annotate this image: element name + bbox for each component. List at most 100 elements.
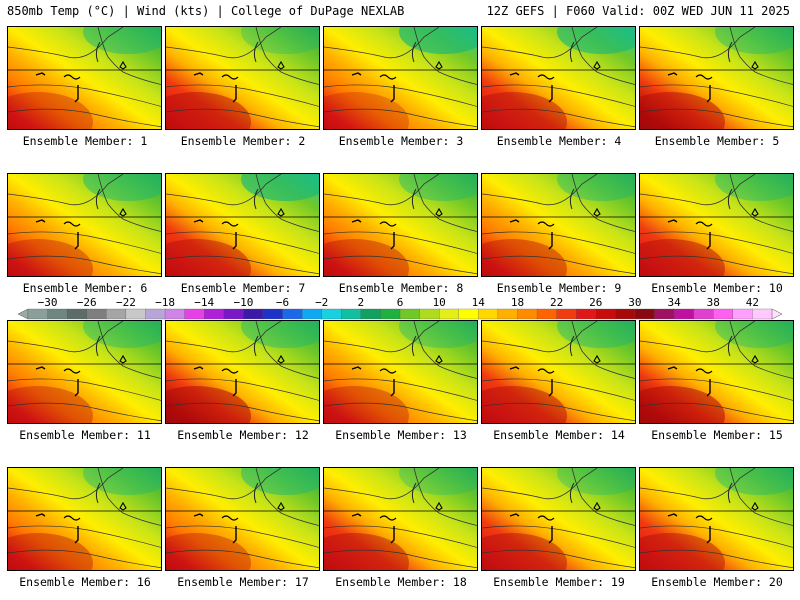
island: [537, 515, 555, 521]
coastline: [324, 174, 440, 206]
island: [751, 207, 759, 217]
ensemble-member-map: [7, 320, 162, 424]
cold-core: [399, 321, 477, 348]
colorbar-right-arrow: [771, 308, 783, 320]
colorbar-segment: [262, 308, 284, 320]
colorbar-segment: [27, 308, 49, 320]
colorbar-segment: [360, 308, 381, 320]
island: [35, 72, 46, 76]
coastline: [727, 482, 733, 504]
island: [695, 221, 713, 227]
wind-barb: [390, 379, 395, 397]
warm-core: [166, 533, 251, 570]
contour-line: [166, 84, 319, 107]
warm-core: [482, 386, 567, 423]
contour-line: [8, 231, 161, 254]
warm-core: [8, 92, 93, 129]
colorbar-segment: [282, 308, 303, 320]
coastline: [411, 335, 417, 357]
colorbar-segment: [106, 308, 127, 320]
cold-core: [557, 27, 635, 54]
coastline: [166, 27, 282, 59]
coastline: [727, 188, 733, 210]
coastline: [411, 482, 417, 504]
island: [193, 72, 204, 76]
ensemble-member-label: Ensemble Member: 14: [493, 428, 625, 442]
island: [193, 366, 204, 370]
ensemble-member-label: Ensemble Member: 20: [651, 575, 783, 589]
cold-core: [83, 27, 161, 54]
island: [695, 515, 713, 521]
cold-core: [83, 174, 161, 201]
warm-core: [640, 386, 725, 423]
coastline: [166, 468, 282, 500]
ensemble-member-label: Ensemble Member: 7: [180, 281, 306, 295]
warm-core: [166, 92, 251, 129]
contour-line: [482, 255, 635, 275]
coastline: [253, 41, 259, 63]
coastline: [97, 468, 161, 526]
ensemble-member-label: Ensemble Member: 6: [22, 281, 148, 295]
coastline: [8, 174, 124, 206]
ensemble-member-label: Ensemble Member: 9: [496, 281, 622, 295]
colorbar-tick-label: 2: [357, 296, 365, 309]
island: [277, 501, 285, 511]
ensemble-member-label: Ensemble Member: 18: [335, 575, 467, 589]
wind-barb: [390, 232, 395, 250]
ensemble-member-map: [323, 320, 478, 424]
island: [221, 221, 239, 227]
contour-line: [166, 378, 319, 401]
coastline: [640, 468, 756, 500]
coastline: [97, 321, 161, 379]
island: [193, 219, 204, 223]
island: [509, 366, 520, 370]
island: [537, 221, 555, 227]
colorbar-segment: [478, 308, 499, 320]
warm-core: [8, 386, 93, 423]
island: [63, 74, 81, 80]
colorbar-tick-label: −2: [315, 296, 329, 309]
ensemble-member-map: [323, 26, 478, 130]
warm-core: [166, 239, 251, 276]
warm-core: [8, 533, 93, 570]
warm-core: [640, 239, 725, 276]
island: [193, 513, 204, 517]
island: [509, 513, 520, 517]
coastline: [411, 41, 417, 63]
warm-core: [482, 239, 567, 276]
warm-core: [482, 533, 567, 570]
coastline: [95, 335, 101, 357]
coastline: [95, 41, 101, 63]
ensemble-member-label: Ensemble Member: 2: [180, 134, 306, 148]
ensemble-member-map: [7, 467, 162, 571]
warm-core: [8, 239, 93, 276]
colorbar-segment: [556, 308, 577, 320]
contour-line: [166, 549, 319, 569]
coastline: [482, 174, 598, 206]
coastline: [95, 482, 101, 504]
contour-line: [482, 84, 635, 107]
wind-barb: [232, 232, 237, 250]
colorbar-tick-label: −30: [37, 296, 58, 309]
colorbar-tick-label: 10: [432, 296, 446, 309]
wind-barb: [74, 526, 79, 544]
island: [667, 219, 678, 223]
colorbar-labels: −30 −26 −22 −18 −14 −10 −6 −2 2 6 10 14 18 22 26 30 34 38…: [0, 296, 800, 309]
cold-core: [557, 468, 635, 495]
colorbar-segment: [576, 308, 597, 320]
coastline: [482, 321, 598, 353]
cold-core: [715, 27, 793, 54]
colorbar-segment: [47, 308, 68, 320]
contour-line: [324, 84, 477, 107]
ensemble-member-label: Ensemble Member: 11: [19, 428, 151, 442]
header-left-title: 850mb Temp (°C) | Wind (kts) | College o…: [7, 4, 405, 18]
cold-core: [241, 174, 319, 201]
wind-barb: [74, 379, 79, 397]
ensemble-member-map: [323, 173, 478, 277]
island: [537, 74, 555, 80]
ensemble-member-map: [323, 467, 478, 571]
ensemble-member-map: [481, 320, 636, 424]
contour-line: [8, 378, 161, 401]
coastline: [413, 321, 477, 379]
coastline: [571, 468, 635, 526]
